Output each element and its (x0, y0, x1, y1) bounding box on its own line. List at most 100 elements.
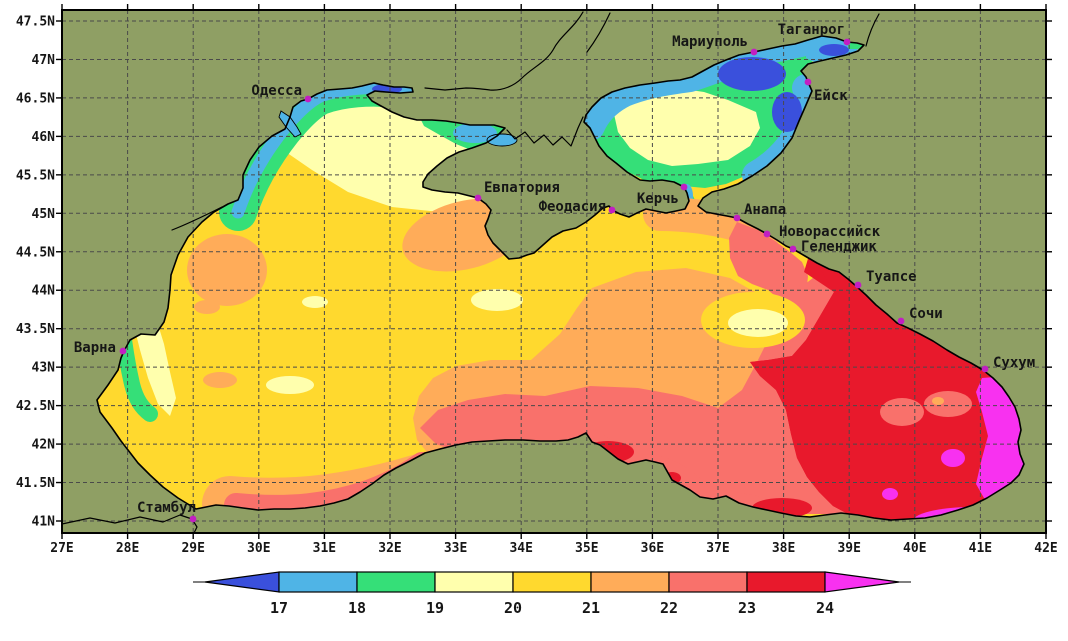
lon-tick-label: 29E (181, 541, 204, 556)
lon-tick-label: 37E (706, 541, 729, 556)
lon-tick-label: 30E (247, 541, 270, 556)
blue-azov-north (718, 57, 786, 91)
magenta-spot (882, 488, 898, 500)
lat-tick-label: 46.5N (16, 91, 55, 106)
city-label: Варна (74, 340, 116, 356)
orange-dot-in-red (932, 397, 944, 405)
legend-cell (278, 571, 358, 593)
city-label: Новорассийск (779, 224, 881, 240)
orange-spot (194, 300, 220, 314)
lat-tick-label: 44N (32, 284, 56, 299)
city-label: Одесса (251, 83, 302, 99)
cyan-karkinit-corner (453, 123, 497, 143)
city-dot (680, 183, 688, 191)
blue-azov-east (772, 92, 802, 132)
orange-spot (203, 372, 237, 388)
city-label: Таганрог (778, 22, 845, 38)
city-dot (854, 281, 862, 289)
axis-ticks (56, 4, 1052, 539)
lon-tick-label: 36E (641, 541, 664, 556)
sivash-shoreline (506, 116, 584, 147)
cyan-nw-coast-band (231, 81, 448, 219)
lat-tick-label: 45N (32, 207, 56, 222)
graticule (62, 10, 1046, 533)
legend-value: 18 (348, 599, 366, 617)
lat-tick-label: 41.5N (16, 476, 55, 491)
city-label: Геленджик (801, 239, 877, 255)
city-dot (789, 245, 797, 253)
lon-tick-label: 33E (444, 541, 467, 556)
city-label: Ейск (814, 88, 848, 104)
city-label: Феодасия (539, 199, 606, 215)
legend-arrow-left (204, 571, 280, 593)
lat-tick-label: 45.5N (16, 168, 55, 183)
lon-tick-label: 40E (903, 541, 926, 556)
city-dot (897, 317, 905, 325)
legend-cell (590, 571, 670, 593)
pale-island (728, 309, 788, 337)
lat-tick-label: 42.5N (16, 399, 55, 414)
lon-tick-label: 28E (116, 541, 139, 556)
city-dot (189, 515, 197, 523)
legend-value: 19 (426, 599, 444, 617)
blue-taganrog-bay (819, 44, 849, 56)
legend-cell (668, 571, 748, 593)
city-dot (119, 347, 127, 355)
city-label: Туапсе (866, 269, 917, 285)
lon-tick-label: 41E (969, 541, 992, 556)
legend-cell (512, 571, 592, 593)
lat-tick-label: 47N (32, 53, 56, 68)
legend-value: 24 (816, 599, 834, 617)
city-dot (843, 38, 851, 46)
legend-value: 21 (582, 599, 600, 617)
orange-west-blob (187, 234, 267, 306)
city-label: Сухум (993, 355, 1035, 371)
lat-tick-label: 41N (32, 514, 56, 529)
salmon-hole-in-red (880, 398, 924, 426)
city-dot (608, 206, 616, 214)
legend-arrow-right (824, 571, 900, 593)
legend-value: 22 (660, 599, 678, 617)
legend-cell (356, 571, 436, 593)
pale-spot (266, 376, 314, 394)
lon-tick-label: 34E (509, 541, 532, 556)
don-river (865, 13, 880, 47)
lon-tick-label: 39E (837, 541, 860, 556)
lon-tick-label: 35E (575, 541, 598, 556)
pale-spot (471, 289, 523, 311)
lat-tick-label: 47.5N (16, 15, 55, 30)
pale-azov-center (614, 88, 760, 166)
city-dot (981, 365, 989, 373)
city-dot (733, 214, 741, 222)
lon-tick-label: 27E (50, 541, 73, 556)
legend-value: 23 (738, 599, 756, 617)
legend-value: 20 (504, 599, 522, 617)
lat-tick-label: 42N (32, 438, 56, 453)
city-label: Стамбул (137, 500, 196, 516)
city-label: Керчь (637, 191, 679, 207)
magenta-spot (941, 449, 965, 467)
dnieper-river (424, 11, 584, 91)
city-dot (304, 95, 312, 103)
city-label: Евпатория (484, 180, 560, 196)
city-dot (750, 48, 758, 56)
lat-tick-label: 43N (32, 361, 56, 376)
legend-value: 17 (270, 599, 288, 617)
salmon-hole-in-red (924, 391, 972, 417)
city-dot (804, 78, 812, 86)
map-frame (61, 9, 1047, 534)
lon-tick-label: 31E (313, 541, 336, 556)
city-label: Сочи (909, 306, 943, 322)
lat-tick-label: 46N (32, 130, 56, 145)
city-label: Анапа (744, 202, 786, 218)
dniester-liman (278, 110, 302, 138)
city-dot (763, 230, 771, 238)
lon-tick-label: 38E (772, 541, 795, 556)
city-markers: Одесса Мариуполь Таганрог Ейск Евпатория Феод… (74, 22, 1035, 523)
pale-spot (302, 296, 328, 308)
lat-tick-label: 43.5N (16, 322, 55, 337)
lon-tick-label: 32E (378, 541, 401, 556)
city-dot (474, 194, 482, 202)
legend-cell (434, 571, 514, 593)
